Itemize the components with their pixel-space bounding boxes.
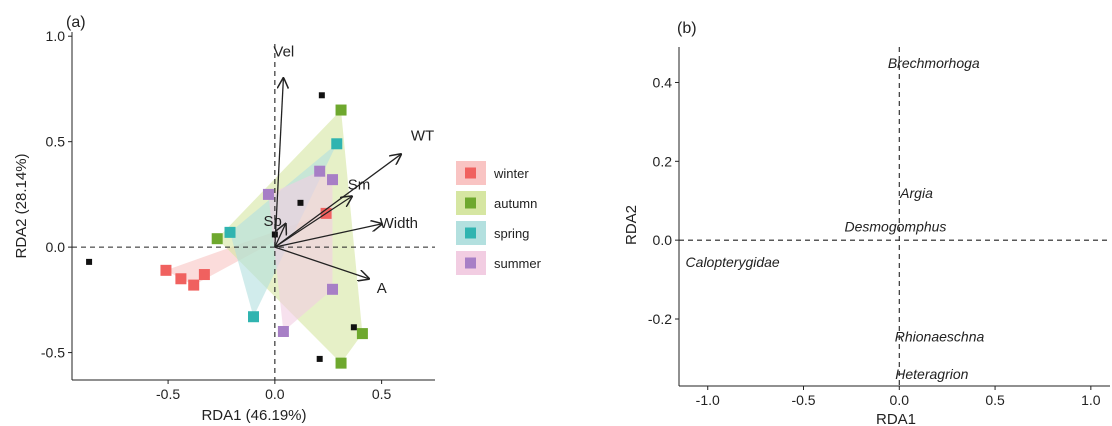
point-winter xyxy=(160,264,172,276)
panel-a-label: (a) xyxy=(66,14,86,31)
x-tick-label-b: 0.0 xyxy=(890,392,910,408)
vector-label-wt: WT xyxy=(411,127,434,144)
point-winter xyxy=(175,273,187,285)
vector-vel xyxy=(274,78,284,248)
vector-width xyxy=(274,224,382,248)
species-desmogomphus: Desmogomphus xyxy=(844,218,946,234)
site-marker xyxy=(350,324,357,331)
legend: winter autumn spring summer xyxy=(456,161,542,275)
y-axis-title-b: RDA2 xyxy=(623,205,640,245)
site-marker xyxy=(86,258,93,265)
point-spring xyxy=(248,311,259,323)
species-brechmorhoga: Brechmorhoga xyxy=(888,55,980,71)
site-marker xyxy=(297,199,304,206)
point-summer xyxy=(314,165,326,177)
point-summer xyxy=(277,325,289,337)
legend-label-winter: winter xyxy=(493,166,529,181)
point-autumn xyxy=(335,104,347,116)
species-heteragrion: Heteragrion xyxy=(895,366,968,382)
panel-b-label: (b) xyxy=(677,20,697,37)
y-ticks-a: -0.5 0.0 0.5 1.0 xyxy=(41,28,72,361)
y-ticks-b: -0.2 0.0 0.2 0.4 xyxy=(648,74,679,327)
point-autumn xyxy=(356,328,368,340)
env-vectors: Vel WT Sm Width A Sp xyxy=(264,43,435,296)
x-tick-label-b: -1.0 xyxy=(696,392,720,408)
y-tick-label-b: 0.2 xyxy=(653,153,673,169)
site-marker xyxy=(316,355,323,362)
legend-key-spring xyxy=(465,227,476,239)
x-tick-label: -0.5 xyxy=(156,386,180,402)
site-marker xyxy=(318,92,325,99)
axes-b xyxy=(678,47,1110,387)
axes-a xyxy=(71,32,435,381)
species-labels: Brechmorhoga Argia Desmogomphus Calopterygi… xyxy=(686,55,985,382)
y-tick-label: 0.0 xyxy=(46,239,66,255)
vector-label-sp: Sp xyxy=(264,213,282,230)
x-tick-label-b: 1.0 xyxy=(1081,392,1101,408)
x-axis-title-a: RDA1 (46.19%) xyxy=(201,407,306,424)
legend-label-spring: spring xyxy=(494,226,529,241)
y-axis-title-a: RDA2 (28.14%) xyxy=(13,153,30,258)
vector-label-width: Width xyxy=(380,215,418,232)
panel-b-species-plot: (b) -1.0 -0.5 0.0 0.5 1.0 -0.2 0.0 0.2 0.4 Brec… xyxy=(623,20,1110,426)
vector-sm xyxy=(274,197,352,248)
point-winter xyxy=(198,269,210,281)
point-summer xyxy=(327,283,339,295)
x-tick-label-b: 0.5 xyxy=(985,392,1005,408)
y-tick-label: 1.0 xyxy=(46,28,66,44)
x-axis-title-b: RDA1 xyxy=(876,411,916,426)
x-tick-label: 0.0 xyxy=(265,386,285,402)
point-spring xyxy=(224,226,236,238)
legend-label-autumn: autumn xyxy=(494,196,537,211)
legend-key-summer xyxy=(465,257,476,269)
x-ticks-a: -0.5 0.0 0.5 xyxy=(156,380,392,402)
point-autumn xyxy=(335,357,347,369)
x-ticks-b: -1.0 -0.5 0.0 0.5 1.0 xyxy=(696,386,1101,408)
species-calopterygidae: Calopterygidae xyxy=(686,254,780,270)
x-tick-label-b: -0.5 xyxy=(791,392,815,408)
y-tick-label-b: -0.2 xyxy=(648,311,672,327)
species-argia: Argia xyxy=(899,185,933,201)
legend-key-autumn xyxy=(465,197,476,209)
point-autumn xyxy=(211,233,223,245)
species-rhionaeschna: Rhionaeschna xyxy=(895,329,985,345)
panel-a-rda-site-plot: (a) -0.5 0.0 0.5 -0.5 0.0 0.5 1.0 Vel WT Sm Widt… xyxy=(13,14,542,424)
vector-wt xyxy=(274,154,401,248)
y-tick-label: 0.5 xyxy=(46,134,66,150)
point-summer xyxy=(327,174,339,186)
vector-label-sm: Sm xyxy=(348,177,371,194)
y-tick-label-b: 0.0 xyxy=(653,232,673,248)
reference-lines-b xyxy=(679,47,1110,386)
y-tick-label: -0.5 xyxy=(41,345,65,361)
vector-sp xyxy=(274,224,286,248)
legend-key-winter xyxy=(465,167,476,179)
y-tick-label-b: 0.4 xyxy=(653,74,673,90)
legend-label-summer: summer xyxy=(494,256,542,271)
x-tick-label: 0.5 xyxy=(372,386,392,402)
point-summer xyxy=(262,188,274,200)
vector-a xyxy=(274,246,369,279)
vector-label-a: A xyxy=(377,280,387,297)
vector-label-vel: Vel xyxy=(273,43,294,60)
reference-lines xyxy=(72,44,435,380)
point-winter xyxy=(188,279,200,291)
hull-summer xyxy=(268,171,333,332)
point-spring xyxy=(331,138,343,150)
